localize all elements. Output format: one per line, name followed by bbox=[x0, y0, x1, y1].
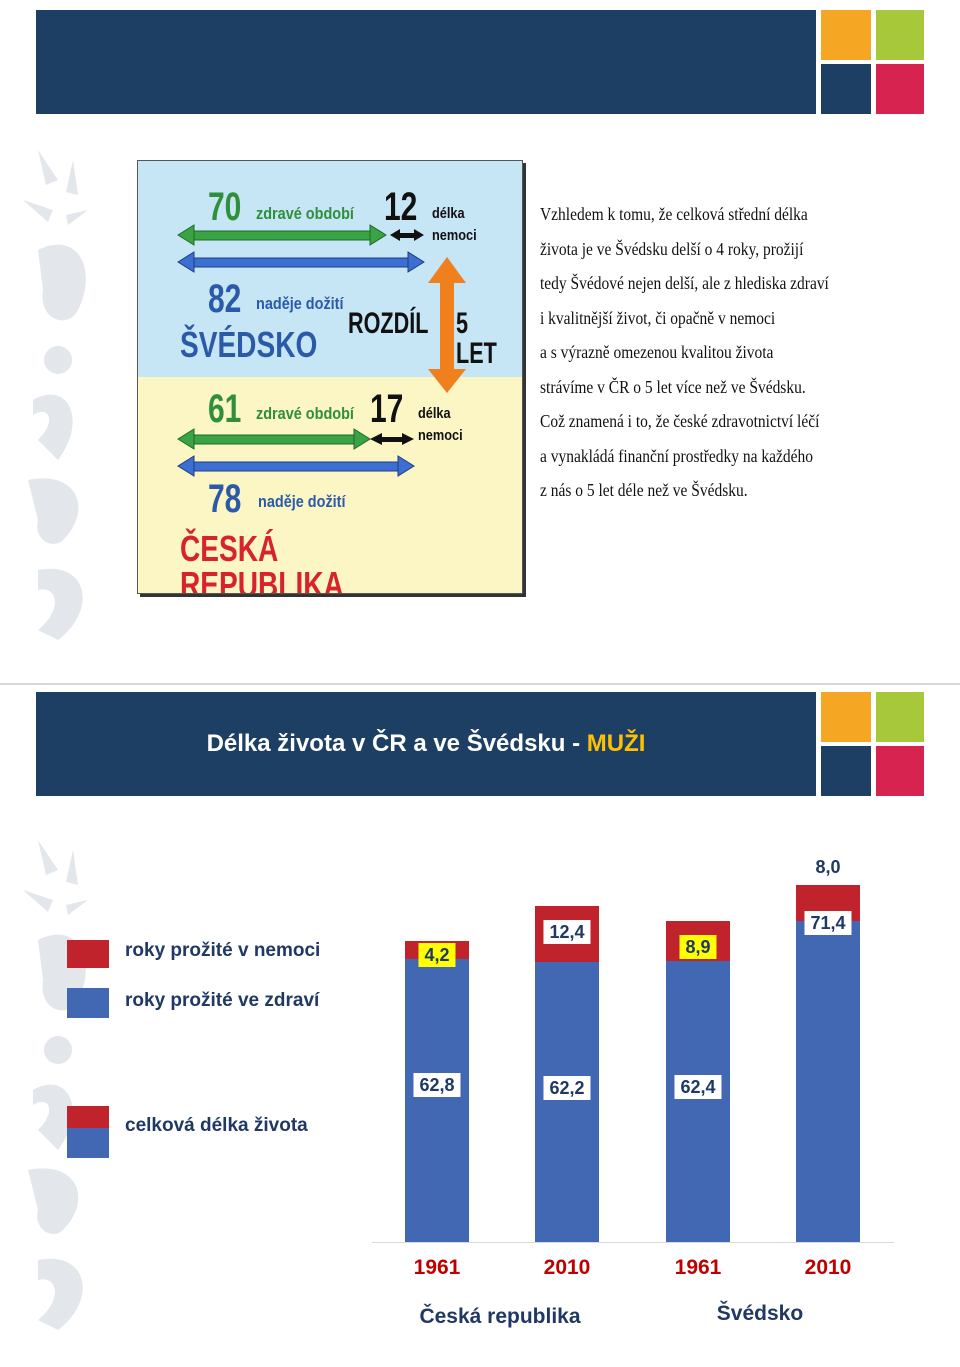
x-tick-label: 2010 bbox=[804, 1256, 852, 1279]
sweden-sick-label-1: délka bbox=[432, 205, 465, 222]
slide-title-main: Délka života v ČR a ve Švédsku - bbox=[206, 730, 581, 757]
sweden-sick-label-2: nemoci bbox=[432, 227, 477, 244]
slide1-square-navy bbox=[821, 64, 871, 114]
legend-swatch-total-top bbox=[67, 1106, 109, 1128]
slide-title-accent: MUŽI bbox=[586, 730, 646, 757]
czech-life-arrow bbox=[177, 455, 415, 477]
paragraph-line: z nás o 5 let déle než ve Švédsku. bbox=[540, 480, 748, 500]
czech-life-expectancy: 78 bbox=[208, 477, 242, 521]
bar-healthy bbox=[666, 961, 730, 1242]
data-label-healthy: 62,8 bbox=[413, 1073, 461, 1098]
bar-sick bbox=[666, 921, 730, 962]
bar-healthy bbox=[405, 959, 469, 1242]
paragraph-line: tedy Švédové nejen delší, ale z hlediska… bbox=[540, 273, 829, 293]
explanation-paragraph: Vzhledem k tomu, že celková střední délk… bbox=[540, 197, 890, 508]
paragraph-line: Vzhledem k tomu, že celková střední délk… bbox=[540, 204, 808, 224]
paragraph-line: i kvalitnější život, či opačně v nemoci bbox=[540, 307, 776, 328]
bar-healthy bbox=[535, 962, 599, 1242]
legend-label-total: celková délka života bbox=[125, 1115, 308, 1136]
sweden-panel bbox=[138, 161, 522, 377]
slide2-header-bar bbox=[36, 692, 816, 796]
data-label-healthy: 62,2 bbox=[543, 1076, 591, 1101]
czech-healthy-label: zdravé období bbox=[256, 404, 354, 423]
sweden-life-arrow bbox=[177, 251, 425, 273]
data-label-sick: 8,0 bbox=[809, 854, 847, 879]
slide2-square-red bbox=[876, 746, 924, 796]
legend-label-sick: roky prožité v nemoci bbox=[125, 940, 321, 961]
difference-arrow bbox=[428, 257, 466, 393]
x-tick-label: 1961 bbox=[674, 1256, 722, 1279]
slide1-square-orange bbox=[821, 10, 871, 60]
x-axis-line bbox=[372, 1242, 894, 1243]
czech-sick-label-2: nemoci bbox=[418, 427, 463, 444]
x-tick-label: 2010 bbox=[543, 1256, 591, 1279]
x-tick-label: 1961 bbox=[413, 1256, 461, 1279]
slide-separator bbox=[0, 683, 960, 685]
sweden-healthy-label: zdravé období bbox=[256, 204, 354, 223]
data-label-sick: 8,9 bbox=[679, 935, 717, 960]
sweden-country-name: ŠVÉDSKO bbox=[180, 324, 318, 365]
czech-panel bbox=[138, 377, 522, 593]
czech-sick-years: 17 bbox=[370, 387, 404, 431]
paragraph-line: strávíme v ČR o 5 let více než ve Švédsk… bbox=[540, 376, 806, 397]
slide1-square-red bbox=[876, 64, 924, 114]
czech-life-label: naděje dožití bbox=[258, 492, 346, 511]
difference-value: 5 LET bbox=[456, 307, 497, 370]
paragraph-line: Což znamená i to, že české zdravotnictví… bbox=[540, 411, 820, 431]
sweden-sick-arrow bbox=[390, 229, 424, 241]
legend-swatch-sick bbox=[67, 940, 109, 968]
bar-sick bbox=[535, 906, 599, 963]
paragraph-line: života je ve Švédsku delší o 4 roky, pro… bbox=[540, 238, 804, 259]
bar-sick bbox=[405, 940, 469, 960]
paragraph-line: a vynakládá finanční prostředky na každé… bbox=[540, 445, 813, 466]
decorative-sun-logo bbox=[23, 840, 88, 1330]
group-label-sweden: Švédsko bbox=[716, 1302, 804, 1325]
legend-swatch-total-bottom bbox=[67, 1128, 109, 1158]
life-expectancy-infographic: 70 zdravé období 12 délka nemoci 82 nadě… bbox=[137, 160, 523, 594]
czech-sick-label-1: délka bbox=[418, 405, 451, 422]
slide-title: Délka života v ČR a ve Švédsku - MUŽI bbox=[36, 720, 816, 768]
data-label-healthy: 71,4 bbox=[804, 910, 852, 935]
czech-sick-arrow bbox=[370, 433, 414, 445]
legend-swatch-healthy bbox=[67, 988, 109, 1018]
data-label-sick: 4,2 bbox=[418, 942, 456, 967]
group-label-czech: Česká republika bbox=[419, 1305, 581, 1328]
data-label-sick: 12,4 bbox=[543, 920, 591, 945]
data-label-healthy: 62,4 bbox=[674, 1075, 722, 1100]
slide2-square-green bbox=[876, 692, 924, 742]
slide2-square-navy bbox=[821, 746, 871, 796]
slide2-square-orange bbox=[821, 692, 871, 742]
difference-label: ROZDÍL bbox=[348, 307, 429, 340]
sweden-life-label: naděje dožití bbox=[256, 294, 344, 313]
czech-healthy-arrow bbox=[177, 428, 371, 450]
sweden-healthy-arrow bbox=[177, 224, 387, 246]
slide1-header-bar bbox=[36, 10, 816, 114]
infographic-arrows bbox=[177, 224, 466, 477]
sweden-sick-years: 12 bbox=[384, 185, 418, 229]
czech-country-name: ČESKÁ REPUBLIKA bbox=[180, 528, 344, 594]
sweden-life-expectancy: 82 bbox=[208, 277, 242, 321]
legend-label-healthy: roky prožité ve zdraví bbox=[125, 990, 320, 1011]
bar-healthy bbox=[796, 920, 860, 1242]
czech-healthy-years: 61 bbox=[208, 387, 242, 431]
sweden-healthy-years: 70 bbox=[208, 185, 242, 229]
paragraph-line: a s výrazně omezenou kvalitou života bbox=[540, 342, 774, 362]
decorative-sun-logo bbox=[23, 150, 88, 640]
bar-sick bbox=[796, 884, 860, 921]
slide1-square-green bbox=[876, 10, 924, 60]
